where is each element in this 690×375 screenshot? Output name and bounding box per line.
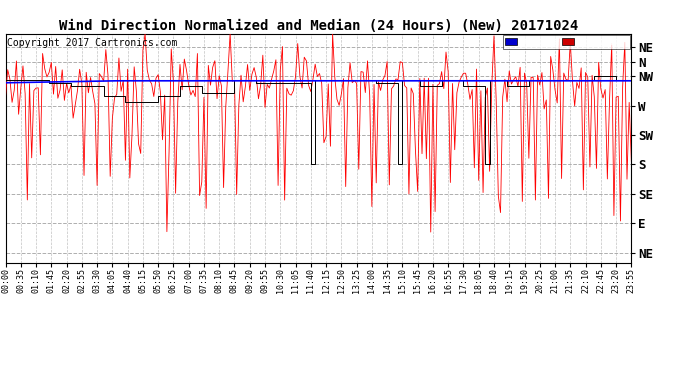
Legend: Average, Direction: Average, Direction [503,35,631,49]
Title: Wind Direction Normalized and Median (24 Hours) (New) 20171024: Wind Direction Normalized and Median (24… [59,19,578,33]
Text: Copyright 2017 Cartronics.com: Copyright 2017 Cartronics.com [7,38,177,48]
